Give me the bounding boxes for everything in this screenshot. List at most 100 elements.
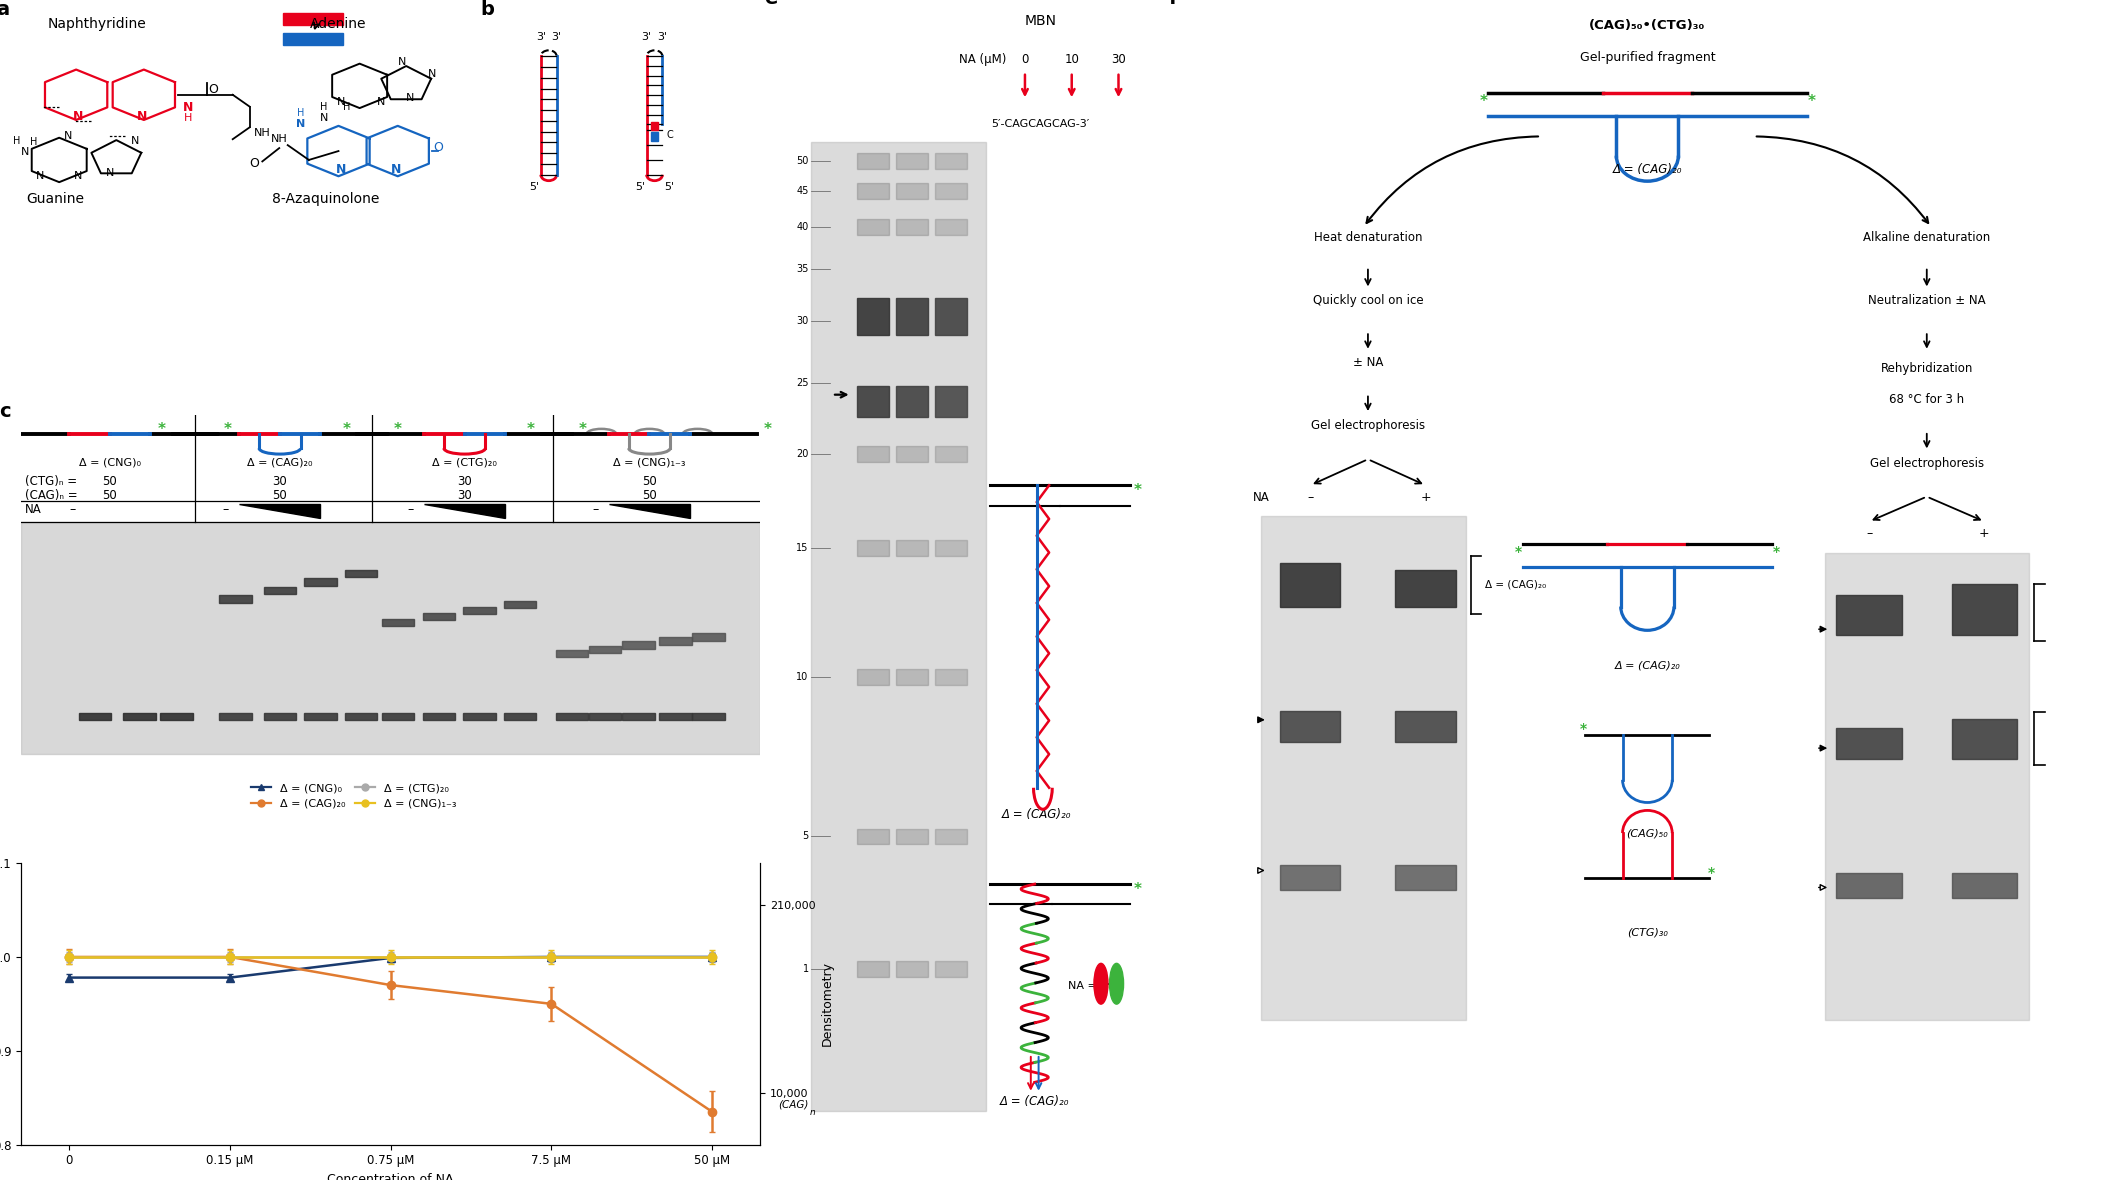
Text: NA (μM): NA (μM): [959, 53, 1005, 66]
Bar: [623, 642, 655, 649]
Text: 5': 5': [636, 182, 644, 191]
Text: ± NA: ± NA: [1354, 356, 1383, 369]
Text: (CAG)₅₀•(CTG)₃₀: (CAG)₅₀•(CTG)₃₀: [1588, 19, 1706, 32]
Polygon shape: [608, 504, 691, 518]
Text: N: N: [376, 97, 384, 107]
Text: 68 °C for 3 h: 68 °C for 3 h: [1890, 393, 1964, 406]
Y-axis label: Densitometry: Densitometry: [822, 962, 834, 1047]
X-axis label: Concentration of NA: Concentration of NA: [327, 1173, 454, 1180]
Text: Gel-purified fragment: Gel-purified fragment: [1580, 51, 1715, 64]
Bar: [422, 612, 454, 621]
Bar: [934, 446, 967, 461]
Bar: [857, 669, 889, 684]
Text: (CTG)₃₀: (CTG)₃₀: [1626, 927, 1668, 937]
Bar: [934, 961, 967, 977]
Text: Δ = (CAG)₂₀: Δ = (CAG)₂₀: [1614, 661, 1681, 670]
Text: 3': 3': [657, 32, 667, 42]
Bar: [895, 153, 929, 169]
Text: 0: 0: [1022, 53, 1029, 66]
Text: 50: 50: [103, 476, 116, 489]
Text: 25: 25: [796, 379, 809, 388]
Bar: [264, 713, 296, 720]
Text: NH: NH: [253, 129, 270, 138]
Bar: [857, 183, 889, 198]
Text: O: O: [249, 157, 260, 170]
Bar: [1280, 564, 1341, 607]
Text: –: –: [222, 504, 228, 517]
Bar: [895, 183, 929, 198]
Bar: [505, 601, 536, 608]
Text: 5: 5: [803, 832, 809, 841]
Bar: [934, 153, 967, 169]
Bar: [934, 299, 967, 335]
Bar: [283, 13, 342, 25]
Bar: [659, 637, 691, 645]
Text: 3': 3': [551, 32, 562, 42]
Text: N: N: [36, 171, 44, 182]
Text: Adenine: Adenine: [310, 17, 367, 31]
Bar: [895, 446, 929, 461]
Text: Δ = (CAG)₂₀: Δ = (CAG)₂₀: [1001, 808, 1071, 821]
Bar: [264, 586, 296, 594]
Text: +: +: [1419, 491, 1432, 504]
Bar: [934, 219, 967, 235]
Text: Alkaline denaturation: Alkaline denaturation: [1863, 230, 1990, 243]
Text: (CAG)ₙ =: (CAG)ₙ =: [25, 489, 78, 502]
Text: Δ = (CNG)₀: Δ = (CNG)₀: [78, 458, 142, 468]
Bar: [895, 961, 929, 977]
Text: 3': 3': [536, 32, 545, 42]
Text: N: N: [74, 171, 82, 182]
Bar: [934, 386, 967, 418]
Bar: [463, 607, 496, 615]
Bar: [659, 713, 691, 720]
Text: *: *: [158, 422, 165, 438]
Legend: Δ = (CNG)₀, Δ = (CAG)₂₀, Δ = (CTG)₂₀, Δ = (CNG)₁₋₃: Δ = (CNG)₀, Δ = (CAG)₂₀, Δ = (CTG)₂₀, Δ …: [247, 779, 460, 813]
Bar: [122, 713, 156, 720]
Text: N: N: [131, 136, 139, 145]
Text: Δ = (CAG)₂₀: Δ = (CAG)₂₀: [247, 458, 313, 468]
Bar: [589, 645, 621, 653]
Text: n: n: [809, 1108, 815, 1117]
Text: H: H: [296, 107, 304, 118]
Text: –: –: [1307, 491, 1314, 504]
Text: *: *: [395, 422, 401, 438]
Text: N: N: [406, 93, 414, 103]
Text: 15: 15: [796, 543, 809, 552]
Text: *: *: [765, 422, 771, 438]
Text: *: *: [1808, 93, 1816, 109]
Text: Quickly cool on ice: Quickly cool on ice: [1314, 294, 1423, 307]
Text: –: –: [591, 504, 598, 517]
Text: f: f: [1168, 0, 1176, 8]
Bar: [463, 713, 496, 720]
Bar: [304, 578, 336, 585]
Text: *: *: [1580, 722, 1586, 736]
Text: *: *: [528, 422, 534, 438]
Text: 1: 1: [803, 964, 809, 974]
Text: *: *: [342, 422, 351, 438]
Bar: [895, 299, 929, 335]
Text: *: *: [1514, 545, 1523, 559]
Text: +: +: [1979, 527, 1990, 540]
Text: Δ = (CAG)₂₀: Δ = (CAG)₂₀: [1485, 581, 1546, 590]
Bar: [21, 522, 760, 754]
Text: 10: 10: [1064, 53, 1079, 66]
Text: 30: 30: [796, 316, 809, 326]
Text: 50: 50: [642, 476, 657, 489]
Bar: [857, 961, 889, 977]
Bar: [161, 713, 192, 720]
Text: –: –: [1867, 527, 1871, 540]
Text: Heat denaturation: Heat denaturation: [1314, 230, 1421, 243]
Text: N: N: [336, 97, 344, 107]
Bar: [650, 132, 659, 140]
Bar: [1261, 516, 1466, 1020]
Text: N: N: [397, 57, 406, 67]
Bar: [934, 183, 967, 198]
Bar: [344, 713, 378, 720]
Bar: [857, 299, 889, 335]
Bar: [934, 828, 967, 845]
Bar: [505, 713, 536, 720]
Bar: [382, 620, 414, 627]
Text: C: C: [667, 130, 674, 140]
Bar: [1951, 719, 2017, 760]
Circle shape: [1094, 963, 1109, 1004]
